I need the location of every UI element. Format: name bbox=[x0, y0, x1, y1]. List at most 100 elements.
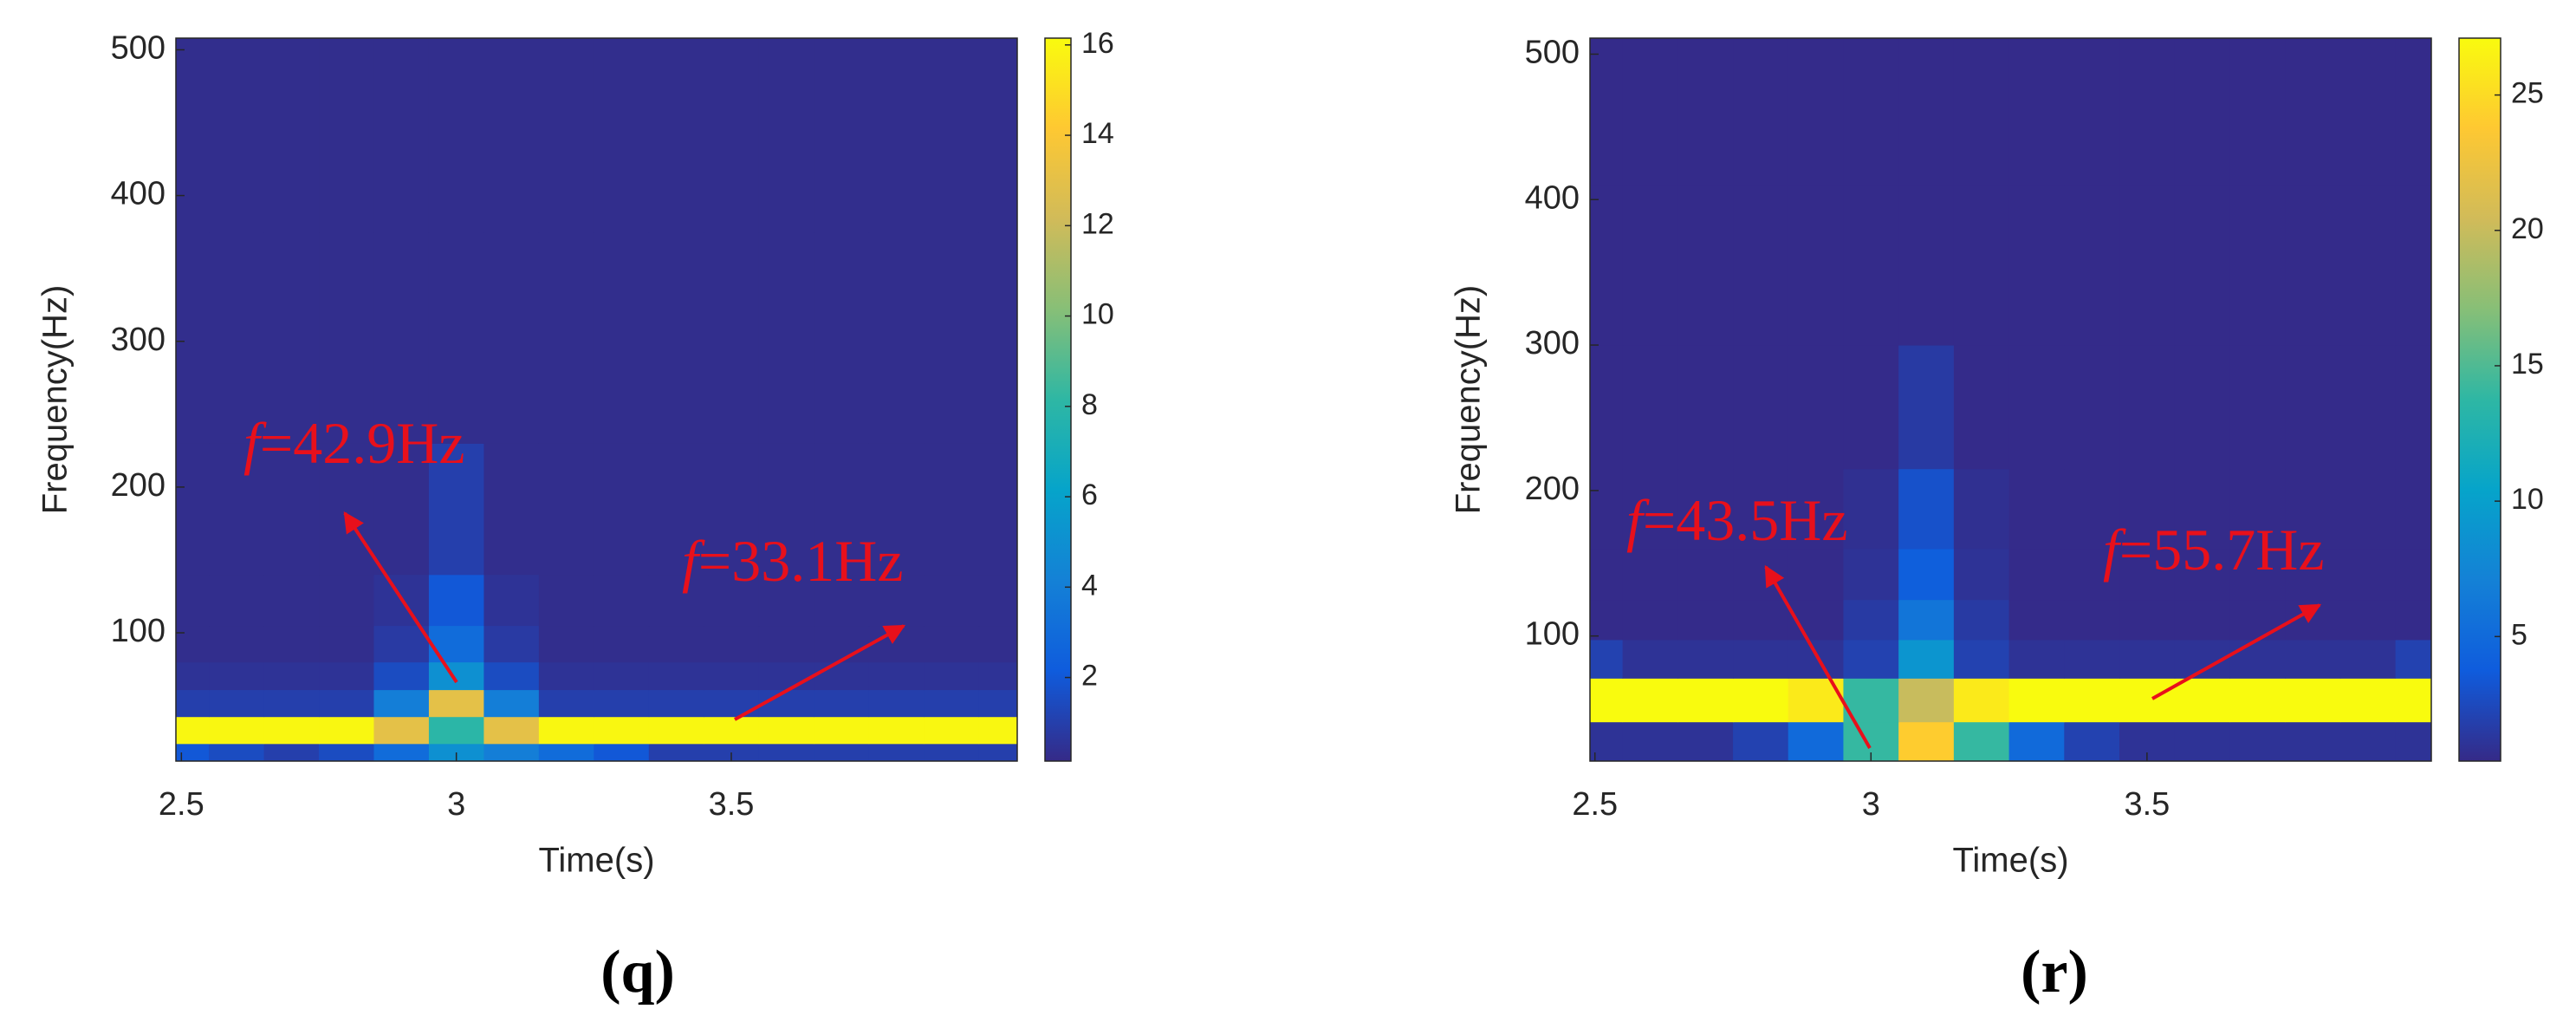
heat-cell bbox=[704, 625, 760, 663]
heat-cell bbox=[263, 743, 320, 761]
heat-cell bbox=[868, 574, 925, 627]
axes-frame bbox=[175, 37, 1018, 762]
heat-cell bbox=[594, 716, 650, 745]
heat-cell bbox=[648, 743, 704, 761]
heat-cell bbox=[319, 231, 374, 444]
heat-cell bbox=[2064, 38, 2120, 186]
annotation: f=42.9Hz bbox=[243, 410, 465, 476]
heat-cell bbox=[924, 231, 980, 444]
heat-cell bbox=[428, 689, 484, 718]
heat-cell bbox=[704, 743, 760, 761]
heat-cell bbox=[2174, 721, 2230, 761]
heat-cell bbox=[1590, 599, 1624, 641]
heat-cell bbox=[648, 38, 704, 233]
heat-cell bbox=[704, 689, 760, 718]
heat-cell bbox=[978, 661, 1017, 691]
heat-cell bbox=[814, 38, 870, 233]
heat-cell bbox=[2008, 345, 2065, 470]
annotation-text: =33.1Hz bbox=[698, 528, 904, 594]
heat-cell bbox=[2339, 599, 2397, 641]
heat-cell bbox=[1677, 721, 1734, 761]
heat-cell bbox=[814, 716, 870, 745]
heat-cell bbox=[758, 689, 814, 718]
heat-cell bbox=[483, 743, 540, 761]
annotation: f=33.1Hz bbox=[682, 528, 904, 594]
heat-cell bbox=[263, 443, 320, 576]
heat-cell bbox=[814, 743, 870, 761]
heat-cell bbox=[319, 38, 374, 233]
colorbar-tick-label: 14 bbox=[1081, 117, 1114, 150]
heat-cell bbox=[483, 231, 540, 444]
heat-cell bbox=[2064, 721, 2120, 761]
axes-frame bbox=[1589, 37, 2432, 762]
heat-cell bbox=[2285, 639, 2341, 679]
heat-cell bbox=[758, 231, 814, 444]
heat-cell bbox=[2395, 38, 2431, 186]
heat-cell bbox=[868, 231, 925, 444]
colorbar-tick-label: 6 bbox=[1081, 478, 1098, 511]
heat-cell bbox=[1677, 599, 1734, 641]
heat-cell bbox=[978, 689, 1017, 718]
heat-cell bbox=[1733, 721, 1789, 761]
heat-cell bbox=[594, 574, 650, 627]
heat-cell bbox=[868, 689, 925, 718]
heat-cell bbox=[1733, 468, 1789, 550]
heat-cell bbox=[1590, 185, 1624, 346]
heat-cell bbox=[2064, 345, 2120, 470]
heat-cell bbox=[428, 443, 484, 576]
heat-cell bbox=[1898, 721, 1955, 761]
heat-cell bbox=[978, 38, 1017, 233]
heat-cell bbox=[373, 661, 430, 691]
heat-cell bbox=[319, 743, 374, 761]
colorbar bbox=[2458, 37, 2501, 762]
cells bbox=[1590, 38, 2431, 761]
heat-cell bbox=[263, 661, 320, 691]
heat-cell bbox=[2008, 599, 2065, 641]
heat-cell bbox=[2229, 678, 2286, 723]
heat-cell bbox=[428, 231, 484, 444]
heat-cell bbox=[176, 231, 210, 444]
annotation: f=55.7Hz bbox=[2103, 517, 2325, 583]
heat-cell bbox=[209, 743, 265, 761]
heat-cell bbox=[2339, 678, 2397, 723]
x-axis-label: Time(s) bbox=[538, 842, 654, 880]
heat-cell bbox=[2119, 549, 2176, 601]
heat-cell bbox=[648, 689, 704, 718]
heat-cell bbox=[373, 716, 430, 745]
heat-cell bbox=[1677, 185, 1734, 346]
y-tick-label: 100 bbox=[1525, 616, 1580, 653]
heat-cell bbox=[538, 716, 594, 745]
heat-cell bbox=[1898, 345, 1955, 470]
heat-cell bbox=[209, 574, 265, 627]
heat-cell bbox=[2008, 639, 2065, 679]
heat-cell bbox=[319, 716, 374, 745]
heat-cell bbox=[868, 443, 925, 576]
heat-cell bbox=[1590, 38, 1624, 186]
heat-cell bbox=[2119, 678, 2176, 723]
heat-cell bbox=[2174, 468, 2230, 550]
heat-cell bbox=[538, 231, 594, 444]
y-axis-label: Frequency(Hz) bbox=[1450, 285, 1488, 515]
heat-cell bbox=[1622, 345, 1678, 470]
heat-cell bbox=[2064, 185, 2120, 346]
colorbar-tick-label: 5 bbox=[2511, 618, 2527, 651]
annotation-arrow bbox=[343, 511, 458, 684]
annotation-text: =42.9Hz bbox=[260, 410, 465, 476]
heat-cell bbox=[814, 625, 870, 663]
heat-cell bbox=[428, 661, 484, 691]
heat-cell bbox=[1788, 345, 1844, 470]
heat-cell bbox=[924, 689, 980, 718]
heat-cell bbox=[2229, 345, 2286, 470]
heat-cell bbox=[648, 625, 704, 663]
heat-cell bbox=[1677, 639, 1734, 679]
heat-cell bbox=[1590, 549, 1624, 601]
heat-cell bbox=[2119, 599, 2176, 641]
heat-cell bbox=[176, 716, 210, 745]
colorbar-tick-label: 25 bbox=[2511, 77, 2544, 110]
annotation-text: =43.5Hz bbox=[1643, 487, 1848, 553]
heat-cell bbox=[2064, 678, 2120, 723]
heat-cell bbox=[1788, 468, 1844, 550]
colorbar-tick-label: 15 bbox=[2511, 348, 2544, 381]
heat-cell bbox=[924, 625, 980, 663]
heat-cell bbox=[924, 661, 980, 691]
